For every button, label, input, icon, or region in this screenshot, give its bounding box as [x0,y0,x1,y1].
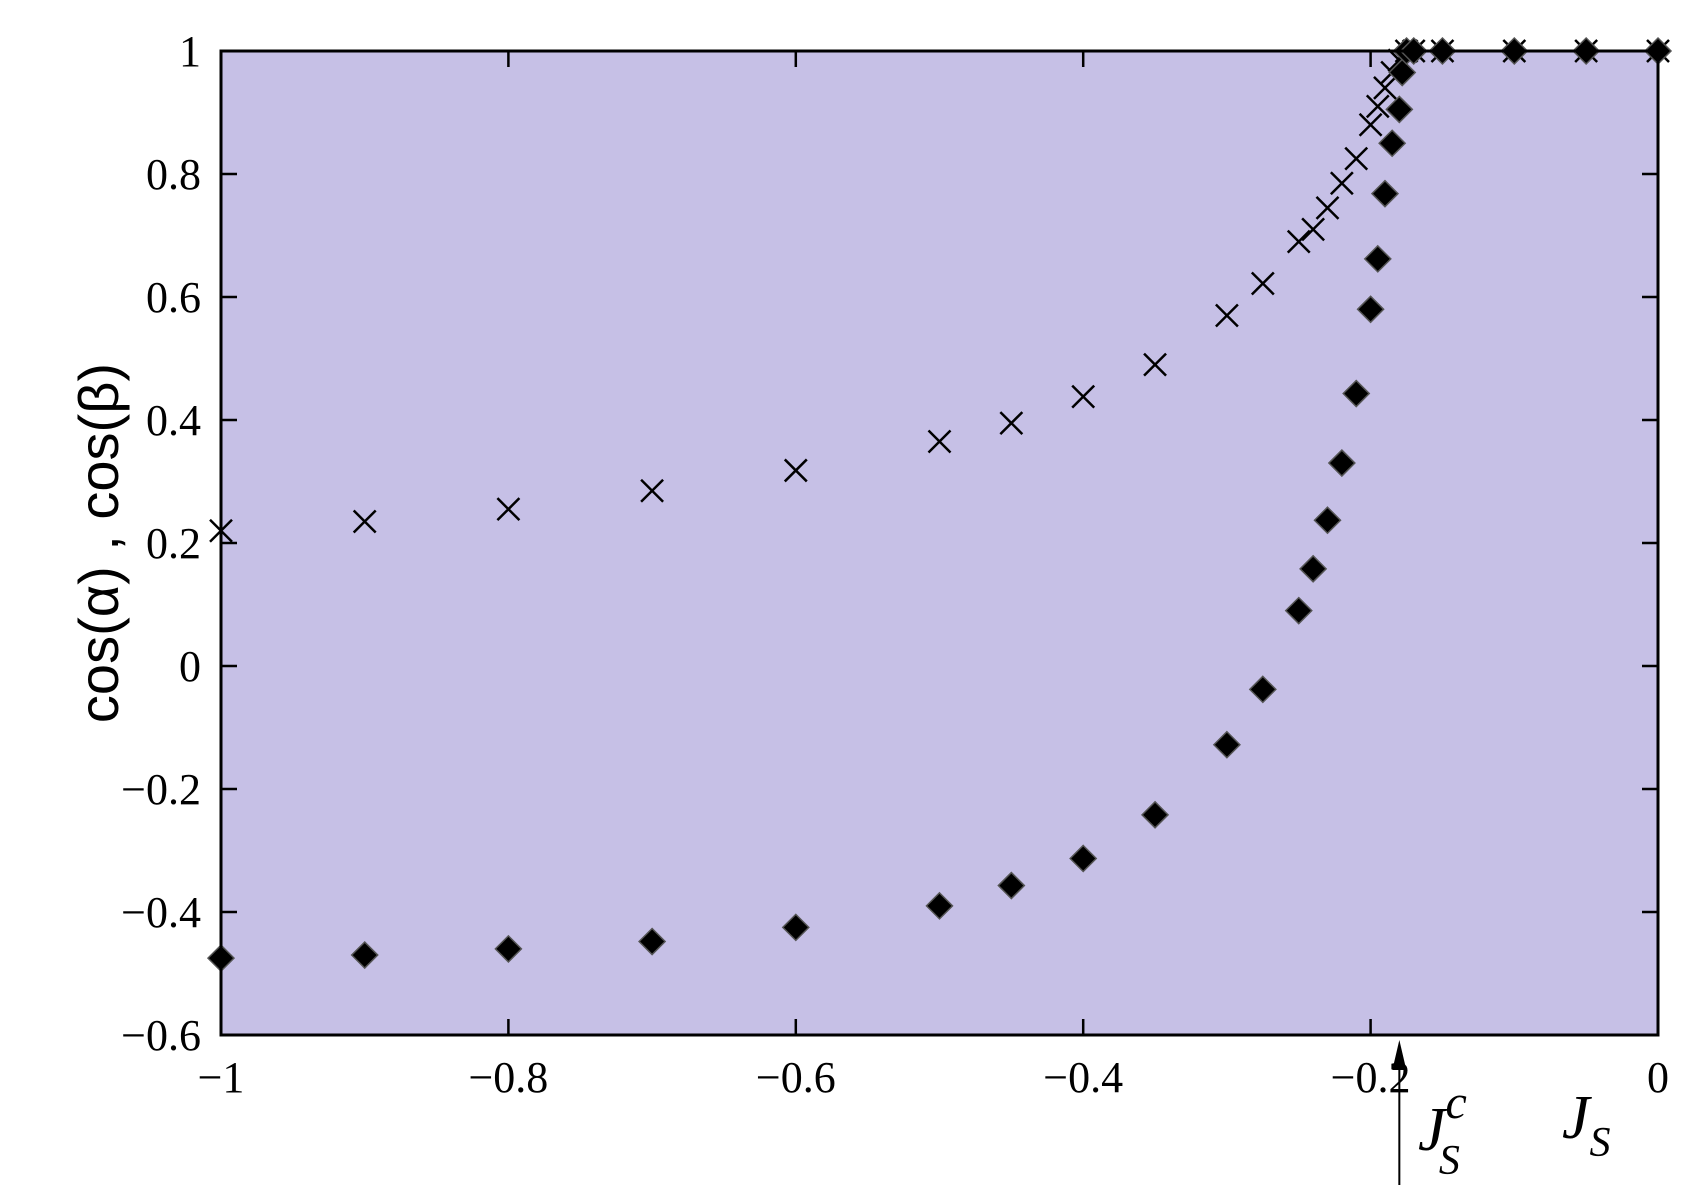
critical-point-label-superscript: c [1446,1076,1467,1129]
diamond-point [1140,800,1170,829]
diamond-point [1248,675,1277,704]
cross-stroke [1071,384,1096,409]
cross-stroke [496,497,521,522]
cross-point [496,497,521,522]
cross-point [1286,229,1311,254]
diamond-point [1363,244,1392,273]
cross-point [1071,384,1096,409]
cross-stroke [1286,229,1311,254]
cross-stroke [783,458,808,483]
x-tick-label: −0.6 [756,1053,836,1102]
cross-stroke [1329,171,1354,196]
cross-stroke [1215,303,1239,328]
diamond-point [1342,379,1371,408]
cross-stroke [927,429,952,454]
x-axis-label-main: J [1562,1084,1592,1152]
diamond-point [638,927,667,956]
cross-point [1143,352,1167,377]
y-tick-label: 0.4 [146,396,201,445]
cross-point [1358,112,1383,137]
y-tick-label: −0.6 [121,1011,201,1060]
diamond-point [925,891,954,920]
cross-point [1301,217,1326,242]
y-tick-label: 0 [179,642,201,691]
cross-stroke [640,478,664,503]
cross-point [352,509,377,534]
diamond-point [494,934,523,963]
cross-point [1250,271,1275,296]
diamond-point [1356,295,1385,324]
diamond-point [1378,129,1407,158]
cross-point [1215,303,1239,328]
y-tick-label: −0.4 [121,888,201,937]
x-tick-label: 0 [1647,1053,1669,1102]
y-tick-labels: −0.6 −0.4 −0.2 0 0.2 0.4 0.6 0.8 1 [121,27,201,1060]
cross-point [1329,171,1354,196]
cross-stroke [1315,195,1340,220]
diamond-point [1313,506,1342,535]
cross-point [1373,76,1397,100]
x-axis-label-subscript: S [1590,1120,1611,1166]
y-tick-label: 0.2 [146,519,201,568]
cross-stroke [1301,217,1326,242]
plot-frame [219,49,1660,1037]
critical-point-label-main: J [1418,1096,1448,1164]
diamond-point [781,913,810,942]
cross-point [1365,94,1390,119]
diamond-point [1299,554,1328,583]
x-tick-labels: −1 −0.8 −0.6 −0.4 −0.2 0 [198,1053,1669,1102]
y-tick-label: 0.8 [146,150,201,199]
cross-stroke [1365,94,1390,119]
cross-point [999,411,1024,435]
cross-point [1344,146,1369,171]
diamond-point [1327,448,1356,478]
plot-area [221,51,1658,1035]
cross-stroke [352,509,377,534]
critical-point-arrowhead [1392,1040,1407,1070]
cross-stroke [999,411,1024,435]
y-tick-label: 1 [179,27,201,76]
cross-point [783,458,808,483]
x-tick-label: −0.8 [468,1053,548,1102]
diamond-point [1284,596,1313,625]
critical-point-marker: Jc S [1392,1040,1467,1185]
y-tick-label: −0.2 [121,765,201,814]
cross-point [927,429,952,454]
diamond-point [1388,58,1417,87]
critical-point-label: Jc S [1418,1076,1467,1184]
cross-stroke [1373,76,1397,100]
cross-stroke [1143,352,1167,377]
cross-stroke [1344,146,1369,171]
cross-point [1315,195,1340,220]
critical-point-label-subscript: S [1439,1138,1460,1184]
diamond-point [350,940,379,970]
diamond-point [1212,730,1241,759]
cross-point [640,478,664,503]
diamond-point [1069,844,1098,873]
cross-stroke [1358,112,1383,137]
cross-stroke [1250,271,1275,296]
diamond-point [1370,179,1400,208]
y-tick-label: 0.6 [146,273,201,322]
diamond-point [997,871,1026,900]
diamond-point [1385,95,1414,124]
x-axis-label: JS [1562,1084,1611,1166]
x-tick-label: −1 [198,1053,245,1102]
x-tick-label: −0.4 [1043,1053,1123,1102]
y-axis-label: cos(α) , cos(β) [67,363,130,723]
